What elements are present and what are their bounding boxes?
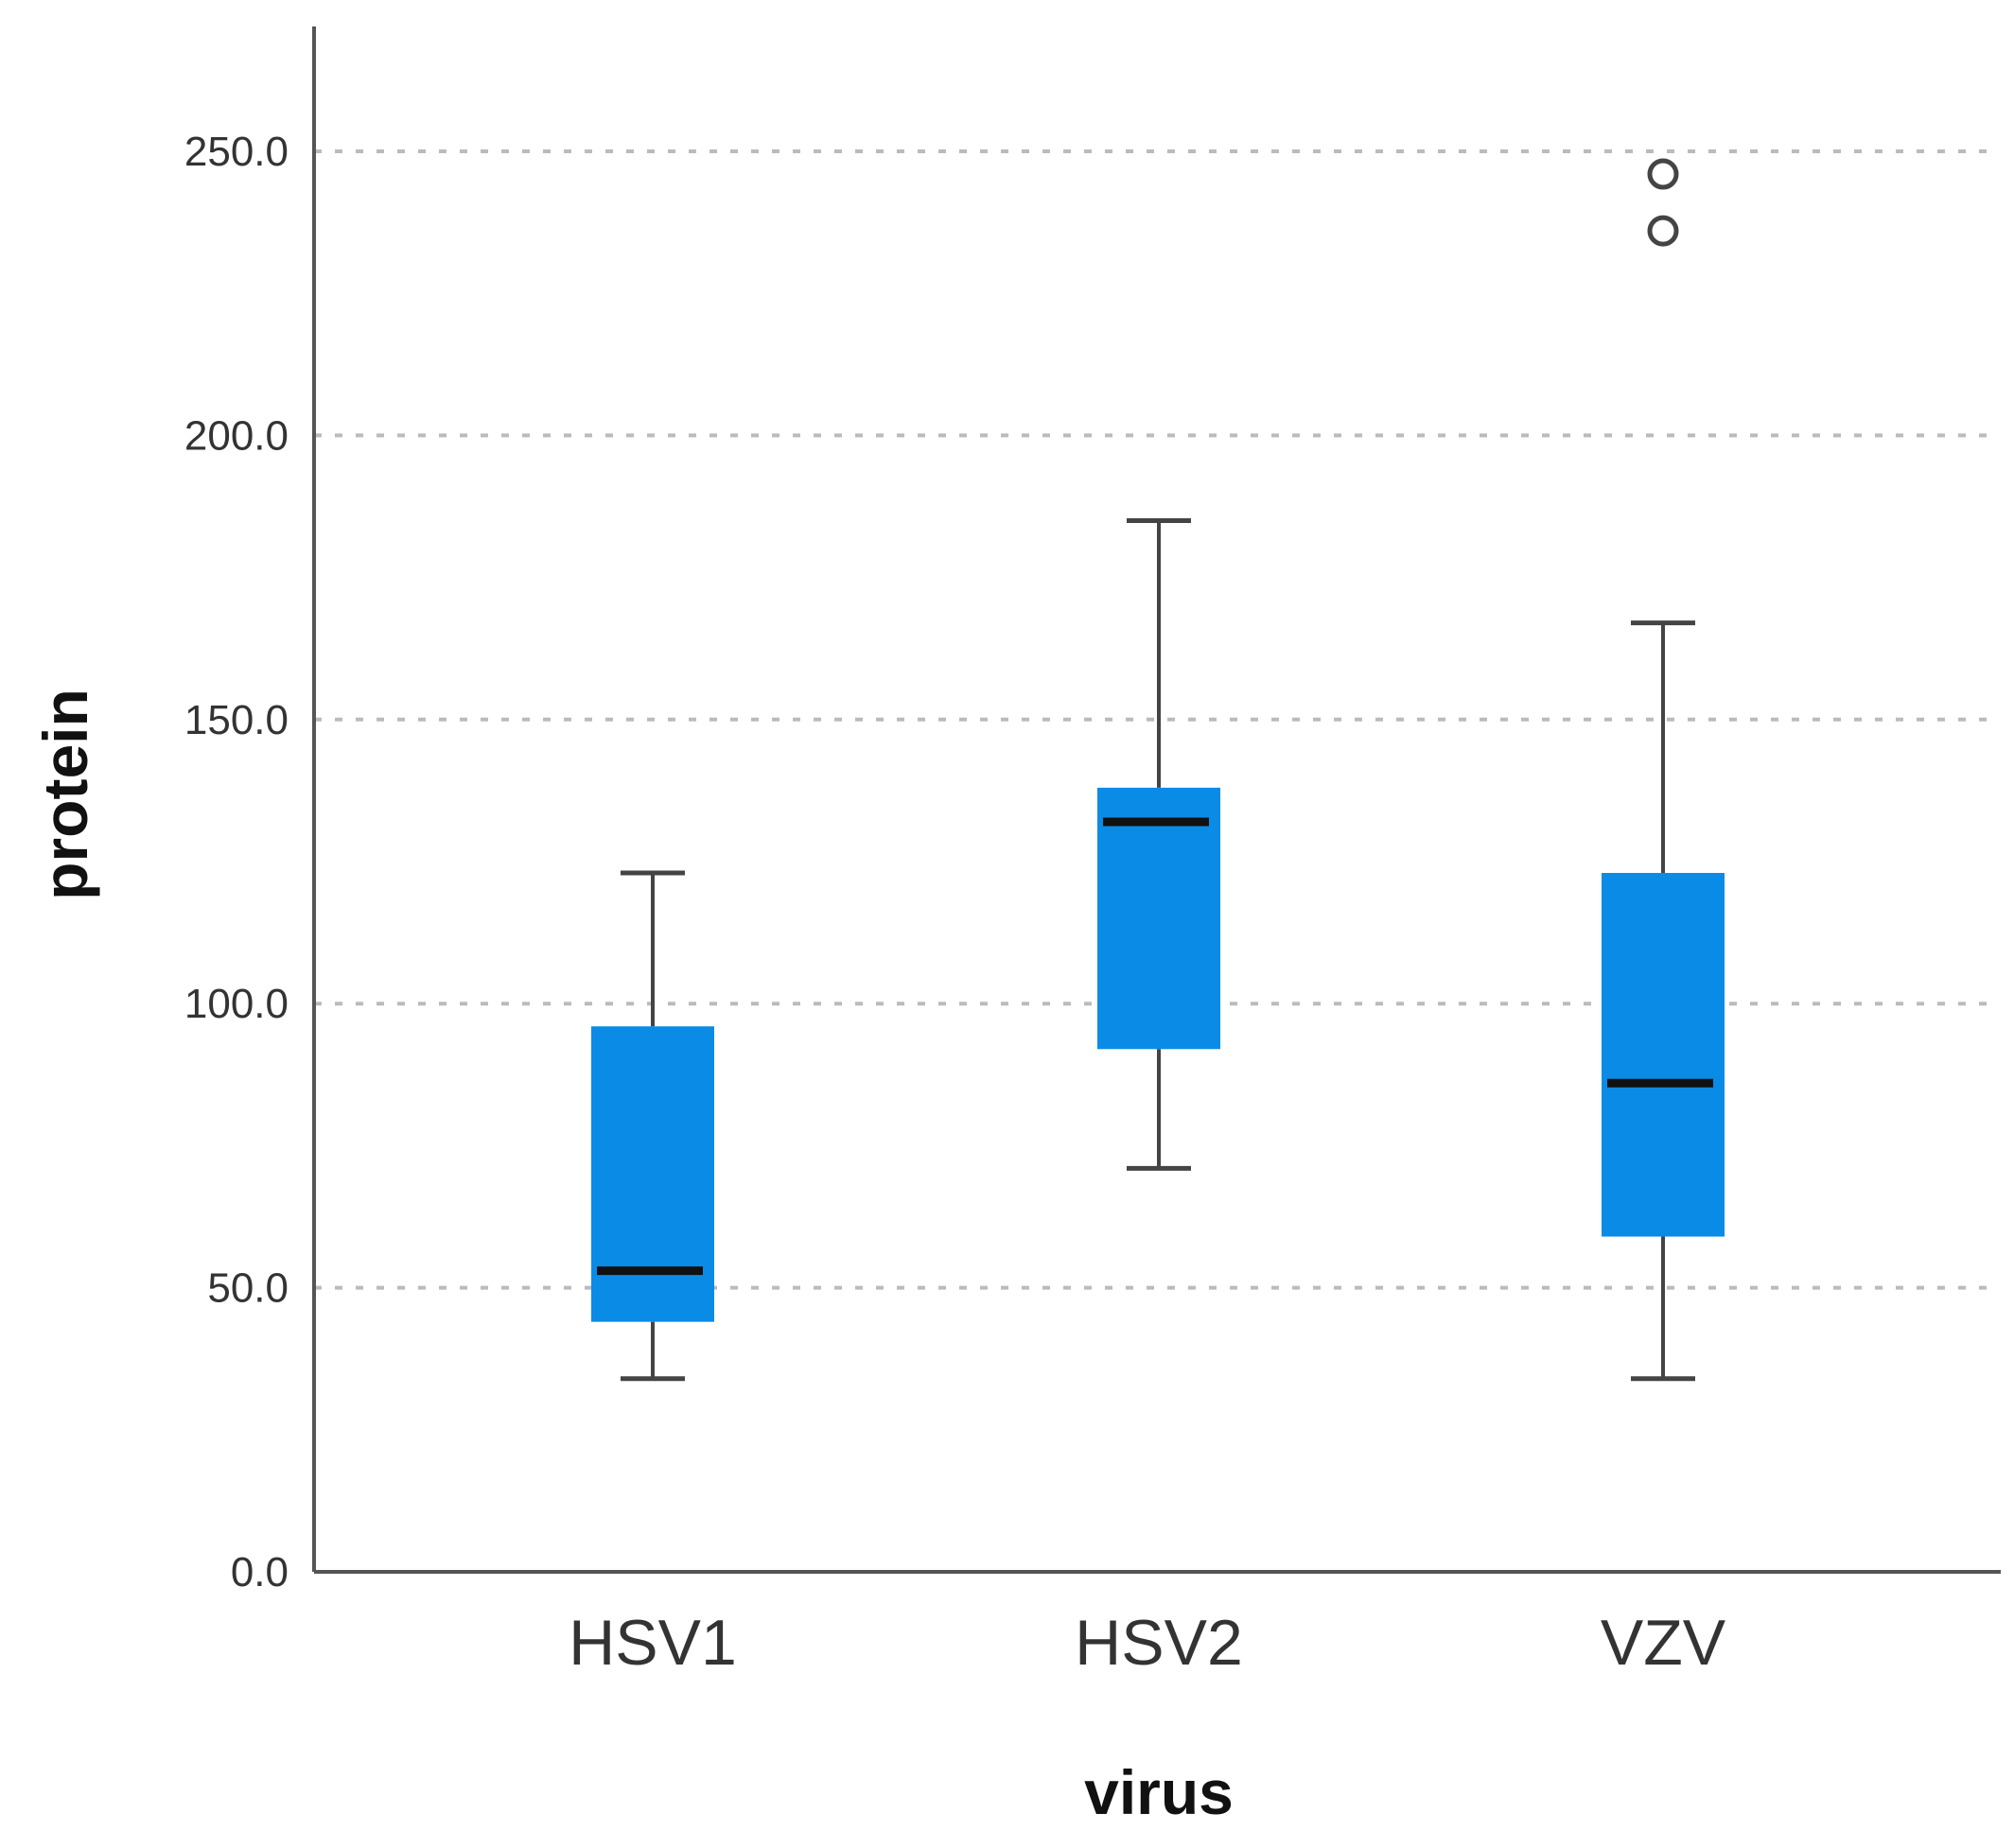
y-tick-label-50.0: 50.0 [207, 1265, 289, 1312]
outlier-VZV-1 [1647, 215, 1679, 247]
x-axis-title: virus [1084, 1757, 1234, 1827]
y-tick-labels: 0.0 50.0 100.0 150.0 200.0 250.0 [184, 129, 289, 1595]
y-tick-label-100.0: 100.0 [184, 981, 289, 1027]
iqr-box-HSV2 [1097, 787, 1220, 1050]
box-VZV [1602, 158, 1725, 1382]
axes [312, 26, 2001, 1574]
box-HSV1 [591, 870, 714, 1382]
x-category-label-VZV: VZV [1601, 1607, 1726, 1679]
y-tick-label-0.0: 0.0 [231, 1549, 289, 1595]
y-tick-label-150.0: 150.0 [184, 697, 289, 743]
x-category-labels: HSV1 HSV2 VZV [569, 1607, 1726, 1679]
x-category-label-HSV2: HSV2 [1075, 1607, 1243, 1679]
outlier-VZV-2 [1647, 158, 1679, 190]
iqr-box-VZV [1602, 873, 1725, 1237]
y-tick-label-200.0: 200.0 [184, 412, 289, 459]
boxes [591, 158, 1725, 1382]
grid-lines [314, 149, 1993, 1290]
x-category-label-HSV1: HSV1 [569, 1607, 737, 1679]
y-tick-label-250.0: 250.0 [184, 129, 289, 175]
box-HSV2 [1097, 518, 1220, 1171]
y-axis-title: protein [30, 689, 100, 900]
iqr-box-HSV1 [591, 1026, 714, 1322]
